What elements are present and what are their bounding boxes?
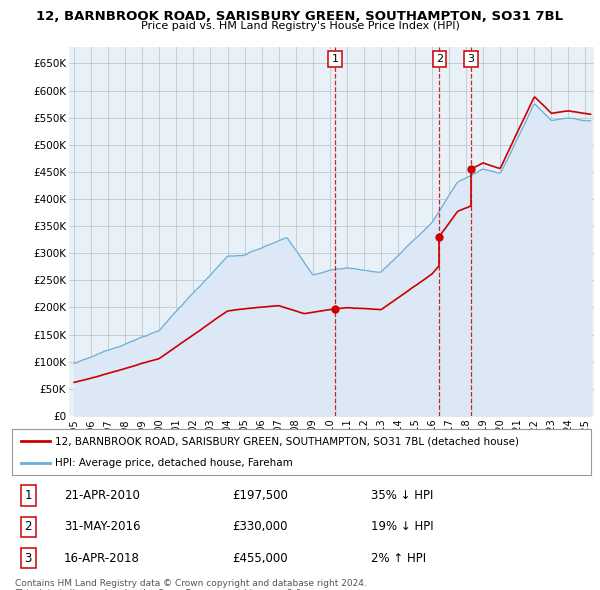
Text: 1: 1 — [331, 54, 338, 64]
Text: 1: 1 — [25, 489, 32, 502]
Text: £455,000: £455,000 — [232, 552, 287, 565]
Text: 21-APR-2010: 21-APR-2010 — [64, 489, 140, 502]
Text: 19% ↓ HPI: 19% ↓ HPI — [371, 520, 434, 533]
Text: 3: 3 — [25, 552, 32, 565]
Text: 2% ↑ HPI: 2% ↑ HPI — [371, 552, 426, 565]
Text: £197,500: £197,500 — [232, 489, 288, 502]
Text: This data is licensed under the Open Government Licence v3.0.: This data is licensed under the Open Gov… — [15, 589, 304, 590]
Text: 35% ↓ HPI: 35% ↓ HPI — [371, 489, 433, 502]
Text: 12, BARNBROOK ROAD, SARISBURY GREEN, SOUTHAMPTON, SO31 7BL: 12, BARNBROOK ROAD, SARISBURY GREEN, SOU… — [37, 10, 563, 23]
Text: 2: 2 — [25, 520, 32, 533]
Text: 2: 2 — [436, 54, 443, 64]
Text: Contains HM Land Registry data © Crown copyright and database right 2024.: Contains HM Land Registry data © Crown c… — [15, 579, 367, 588]
Text: £330,000: £330,000 — [232, 520, 287, 533]
Text: 3: 3 — [467, 54, 475, 64]
Text: 31-MAY-2016: 31-MAY-2016 — [64, 520, 140, 533]
Text: Price paid vs. HM Land Registry's House Price Index (HPI): Price paid vs. HM Land Registry's House … — [140, 21, 460, 31]
Text: 16-APR-2018: 16-APR-2018 — [64, 552, 140, 565]
Text: 12, BARNBROOK ROAD, SARISBURY GREEN, SOUTHAMPTON, SO31 7BL (detached house): 12, BARNBROOK ROAD, SARISBURY GREEN, SOU… — [55, 437, 520, 447]
Text: HPI: Average price, detached house, Fareham: HPI: Average price, detached house, Fare… — [55, 457, 293, 467]
